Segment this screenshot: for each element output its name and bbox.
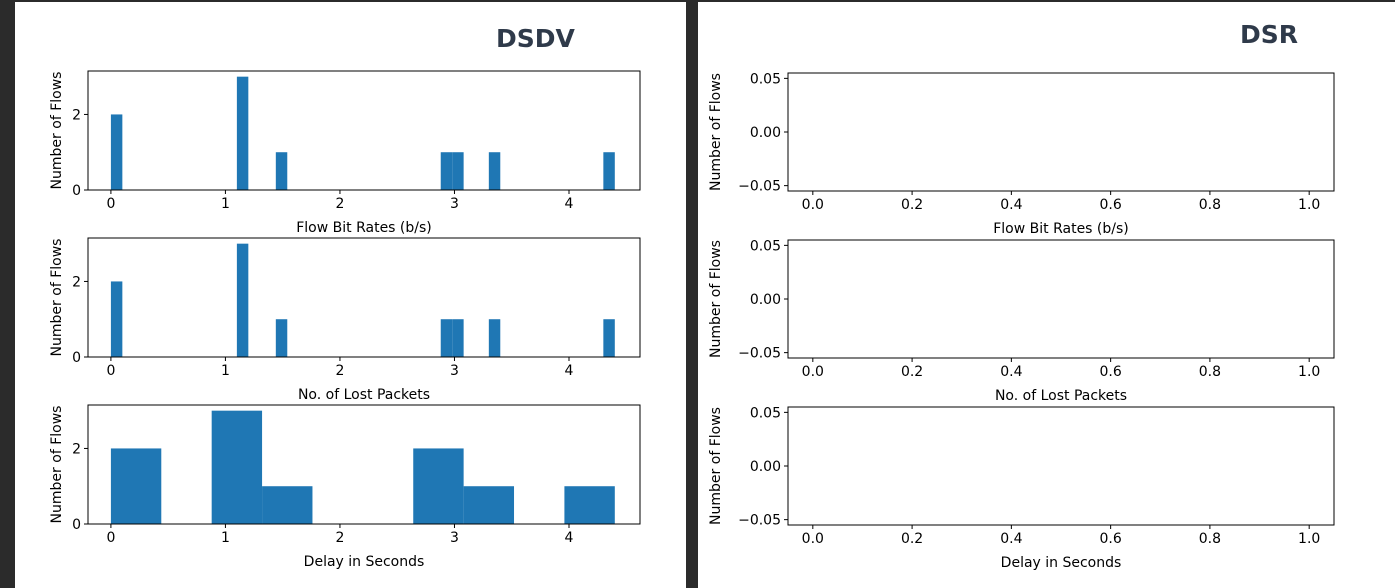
y-tick-label: 0.05 — [750, 238, 781, 254]
histogram-bar — [452, 152, 464, 190]
dsr-panel: DSR 0.0 0.2 0.4 0.6 0.8 1.0 0.05 0.00 −0.05 Flow … — [698, 2, 1395, 588]
y-axis-label: Number of Flows — [708, 407, 724, 525]
y-tick-label: 0.00 — [750, 292, 781, 308]
panel-title: DSDV — [496, 24, 575, 53]
histogram-bar — [463, 486, 515, 524]
axes-frame — [87, 404, 641, 525]
y-axis-label: Number of Flows — [49, 406, 65, 524]
y-tick-label: 0.05 — [750, 71, 781, 87]
x-tick-label: 0.0 — [802, 197, 824, 213]
histogram-bar — [488, 319, 501, 357]
x-axis-label: Flow Bit Rates (b/s) — [296, 220, 432, 236]
histogram-bar — [275, 152, 288, 190]
x-tick-label: 1 — [221, 363, 230, 379]
x-tick-label: 1 — [221, 196, 230, 212]
y-tick-label: −0.05 — [738, 179, 781, 195]
histogram-bar — [452, 319, 464, 357]
histogram-subplot: 0.0 0.2 0.4 0.6 0.8 1.0 0.05 0.00 −0.05 Flow Bit … — [708, 71, 1335, 237]
x-tick-label: 0 — [106, 363, 115, 379]
histogram-subplot: 0 1 2 3 4 0 2 Flow Bit Rates (b/s) Number of Flo… — [49, 70, 641, 236]
y-tick-label: 0 — [72, 350, 81, 366]
axes-frame — [787, 406, 1335, 526]
x-tick-label: 0.8 — [1199, 531, 1221, 547]
histogram-subplot: 0 1 2 3 4 0 2 Delay in Seconds Number of Flows — [49, 404, 641, 570]
dsdv-panel: DSDV 0 1 2 3 4 0 2 Flow Bit Rates (b/s) Number o… — [15, 2, 686, 588]
x-tick-label: 1.0 — [1298, 197, 1320, 213]
histogram-bar — [564, 486, 615, 524]
x-tick-label: 0.4 — [1000, 197, 1022, 213]
histogram-subplot: 0.0 0.2 0.4 0.6 0.8 1.0 0.05 0.00 −0.05 No. of Lo… — [708, 238, 1335, 404]
histogram-bar — [262, 486, 313, 524]
x-tick-label: 4 — [565, 196, 574, 212]
x-tick-label: 1 — [221, 530, 230, 546]
x-tick-label: 0.6 — [1100, 531, 1122, 547]
histogram-bar — [440, 152, 453, 190]
x-tick-label: 4 — [565, 530, 574, 546]
x-tick-label: 0.2 — [901, 531, 923, 547]
x-tick-label: 3 — [450, 363, 459, 379]
histogram-subplot: 0 1 2 3 4 0 2 No. of Lost Packets Number of Flow… — [49, 237, 641, 403]
histogram-bar — [275, 319, 288, 357]
x-tick-label: 0.6 — [1100, 197, 1122, 213]
y-axis-label: Number of Flows — [708, 240, 724, 358]
x-tick-label: 2 — [335, 530, 344, 546]
y-tick-label: −0.05 — [738, 513, 781, 529]
x-tick-label: 0.4 — [1000, 364, 1022, 380]
y-axis-label: Number of Flows — [49, 239, 65, 357]
x-tick-label: 0.4 — [1000, 531, 1022, 547]
dsdv-figure: 0 1 2 3 4 0 2 Flow Bit Rates (b/s) Number of Flo… — [49, 70, 641, 570]
histogram-subplot: 0.0 0.2 0.4 0.6 0.8 1.0 0.05 0.00 −0.05 Delay in … — [708, 405, 1335, 571]
x-tick-label: 2 — [335, 196, 344, 212]
histogram-bar — [603, 319, 615, 357]
x-axis-label: Flow Bit Rates (b/s) — [993, 221, 1129, 237]
x-axis-label: No. of Lost Packets — [298, 387, 430, 403]
x-tick-label: 0 — [106, 196, 115, 212]
x-tick-label: 1.0 — [1298, 531, 1320, 547]
y-axis-label: Number of Flows — [49, 72, 65, 190]
x-tick-label: 0.2 — [901, 197, 923, 213]
y-tick-label: 2 — [72, 441, 81, 457]
histogram-bar — [110, 114, 123, 190]
histogram-bar — [110, 281, 123, 357]
axes-frame — [787, 239, 1335, 359]
x-tick-label: 1.0 — [1298, 364, 1320, 380]
histogram-bar — [603, 152, 615, 190]
y-tick-label: −0.05 — [738, 346, 781, 362]
x-axis-label: No. of Lost Packets — [995, 388, 1127, 404]
x-axis-label: Delay in Seconds — [1001, 555, 1122, 571]
y-tick-label: 0.00 — [750, 459, 781, 475]
x-tick-label: 2 — [335, 363, 344, 379]
histogram-bar — [211, 410, 263, 524]
y-tick-label: 0 — [72, 183, 81, 199]
axes-frame — [87, 70, 641, 191]
histogram-bar — [440, 319, 453, 357]
panel-title: DSR — [1240, 20, 1299, 49]
x-tick-label: 0 — [106, 530, 115, 546]
histogram-bar — [236, 76, 249, 190]
dsr-figure: 0.0 0.2 0.4 0.6 0.8 1.0 0.05 0.00 −0.05 Flow Bit … — [708, 71, 1335, 571]
x-tick-label: 3 — [450, 530, 459, 546]
axes-frame — [87, 237, 641, 358]
axes-frame — [787, 72, 1335, 192]
x-tick-label: 0.2 — [901, 364, 923, 380]
y-tick-label: 0.00 — [750, 125, 781, 141]
histogram-bar — [413, 448, 464, 524]
y-tick-label: 2 — [72, 274, 81, 290]
y-tick-label: 0 — [72, 517, 81, 533]
x-tick-label: 0.8 — [1199, 364, 1221, 380]
histogram-bar — [236, 243, 249, 357]
x-tick-label: 3 — [450, 196, 459, 212]
x-tick-label: 0.0 — [802, 364, 824, 380]
x-tick-label: 0.8 — [1199, 197, 1221, 213]
x-tick-label: 0.0 — [802, 531, 824, 547]
y-tick-label: 0.05 — [750, 405, 781, 421]
x-axis-label: Delay in Seconds — [304, 554, 425, 570]
histogram-bar — [110, 448, 162, 524]
x-tick-label: 0.6 — [1100, 364, 1122, 380]
x-tick-label: 4 — [565, 363, 574, 379]
histogram-bar — [488, 152, 501, 190]
y-tick-label: 2 — [72, 107, 81, 123]
y-axis-label: Number of Flows — [708, 73, 724, 191]
